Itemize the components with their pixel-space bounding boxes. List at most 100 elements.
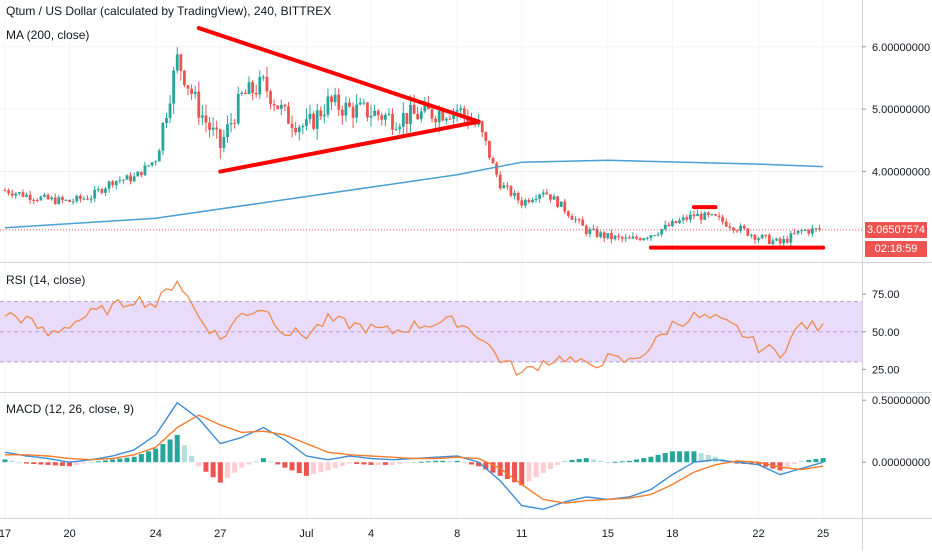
candle-body [549,194,552,200]
candle-body [534,198,538,201]
candle-body [724,221,728,227]
candle-body [617,235,621,237]
time-tick-label: 11 [516,528,527,540]
candle-body [147,165,150,167]
candle-body [401,113,405,127]
macd-histogram-bar [461,462,467,464]
candle-body [541,192,545,195]
macd-histogram-bar [555,462,561,465]
candle-body [523,199,527,206]
rsi-pane [0,279,862,377]
time-tick-label: 25 [817,528,829,540]
candle-body [193,91,197,94]
candle-body [186,85,190,89]
macd-histogram-bar [74,462,80,465]
candle-body [226,124,229,138]
candle-body [276,105,280,109]
time-tick-label: 24 [150,528,162,540]
candle-body [111,181,115,186]
macd-legend: MACD (12, 26, close, 9) [4,402,137,416]
triangle-trendline [218,119,481,174]
candle-body [423,103,427,112]
candle-body [297,127,301,133]
macd-histogram-bar [217,462,223,483]
macd-histogram-bar [325,462,331,471]
candle-body [717,215,721,217]
candle-body [775,238,778,241]
macd-histogram-bar [131,456,137,463]
candle-body [190,88,193,94]
last-price-tag: 3.06507574 [865,221,927,238]
candle-body [595,228,599,237]
rsi-line [4,279,824,377]
rsi-tick-label: 25.00 [872,364,900,376]
macd-histogram-bar [691,451,697,463]
macd-histogram-bar [641,458,647,463]
macd-histogram-bar [813,459,819,463]
macd-histogram-bar [404,462,410,464]
candle-body [200,115,204,118]
candle-body [419,111,423,120]
candle-body [491,157,495,164]
candle-body [699,213,703,220]
time-tick-label: 15 [602,528,614,540]
candle-body [251,82,254,93]
candle-body [566,211,570,216]
candle-body [308,113,312,120]
candle-body [570,215,574,220]
candle-body [767,235,771,244]
price-tick-label: 4.00000000 [872,167,930,179]
candle-body [584,225,588,235]
candle-body [685,217,689,220]
time-tick-label: 27 [214,528,226,540]
macd-histogram-bar [203,462,209,472]
candle-body [50,197,54,200]
candle-body [344,102,348,116]
macd-histogram-bar [189,455,195,463]
candle-body [154,161,158,163]
macd-histogram-bar [569,459,575,463]
macd-histogram-bar [612,461,618,463]
macd-histogram-bar [232,462,238,473]
macd-histogram-bar [210,462,216,478]
candle-body [236,93,240,124]
time-tick-label: 22 [752,528,764,540]
candle-body [305,119,308,126]
macd-histogram-bar [253,461,259,463]
candle-body [581,219,585,226]
candle-body [656,234,660,236]
macd-histogram-bar [16,462,22,464]
candle-body [681,217,685,221]
candle-body [735,230,739,232]
candle-body [244,92,247,94]
macd-histogram-bar [447,460,453,463]
candle-body [462,108,466,117]
candle-body [258,77,262,95]
candle-body [383,114,387,120]
candle-body [168,103,172,118]
macd-histogram-bar [146,451,152,463]
candle-body [660,229,664,235]
macd-histogram-bar [598,460,604,463]
candle-body [57,197,61,204]
candle-body [7,190,10,194]
candle-body [602,232,606,239]
candle-body [649,235,653,238]
candle-body [714,214,717,216]
candle-body [480,121,484,133]
candle-body [265,76,269,92]
macd-histogram-bar [167,439,173,463]
candle-body [28,194,32,200]
time-tick-label: 17 [0,528,11,540]
candle-body [793,233,796,235]
time-tick-label: 4 [368,528,374,540]
macd-histogram-bar [526,462,532,482]
triangle-trendline [196,26,481,124]
candle-body [412,104,416,114]
macd-histogram-bar [806,459,812,463]
macd-histogram-bar [583,458,589,463]
candle-body [495,163,499,175]
